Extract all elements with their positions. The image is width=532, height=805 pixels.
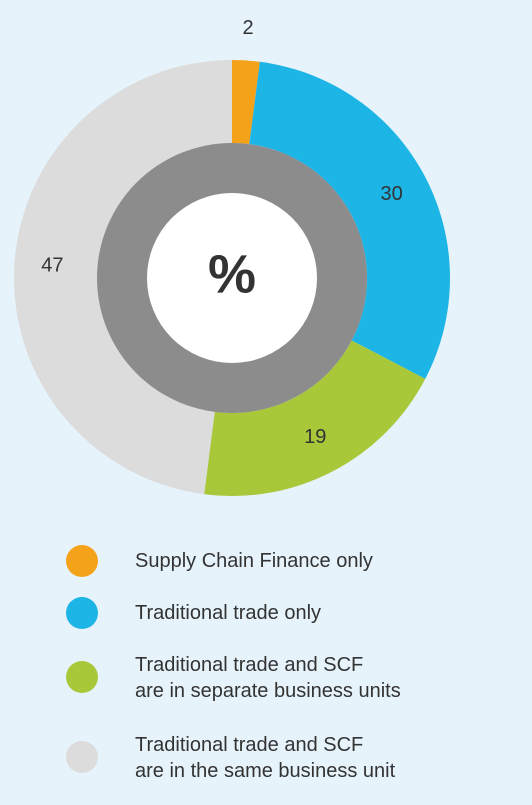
donut-slice [204, 340, 426, 496]
legend-label: Supply Chain Finance only [135, 550, 373, 572]
legend-swatch [66, 545, 98, 577]
chart: 2 30 19 47% [13, 17, 450, 496]
donut-slice [232, 60, 260, 145]
data-label: 47 [41, 255, 63, 277]
data-label: 19 [304, 426, 326, 448]
legend-label: Traditional trade and SCF are in separat… [135, 654, 401, 702]
legend-swatch [66, 661, 98, 693]
center-label: % [208, 244, 256, 304]
center [147, 193, 317, 363]
donut-slice [13, 60, 233, 495]
legend-label: Traditional trade only [135, 602, 322, 624]
legend-label: Traditional trade and SCF are in the sam… [135, 734, 396, 782]
legend-swatch [66, 741, 98, 773]
legend-swatch [66, 597, 98, 629]
donut-slice [249, 61, 450, 379]
data-label: 30 [380, 183, 402, 205]
data-label: 2 [242, 17, 253, 39]
